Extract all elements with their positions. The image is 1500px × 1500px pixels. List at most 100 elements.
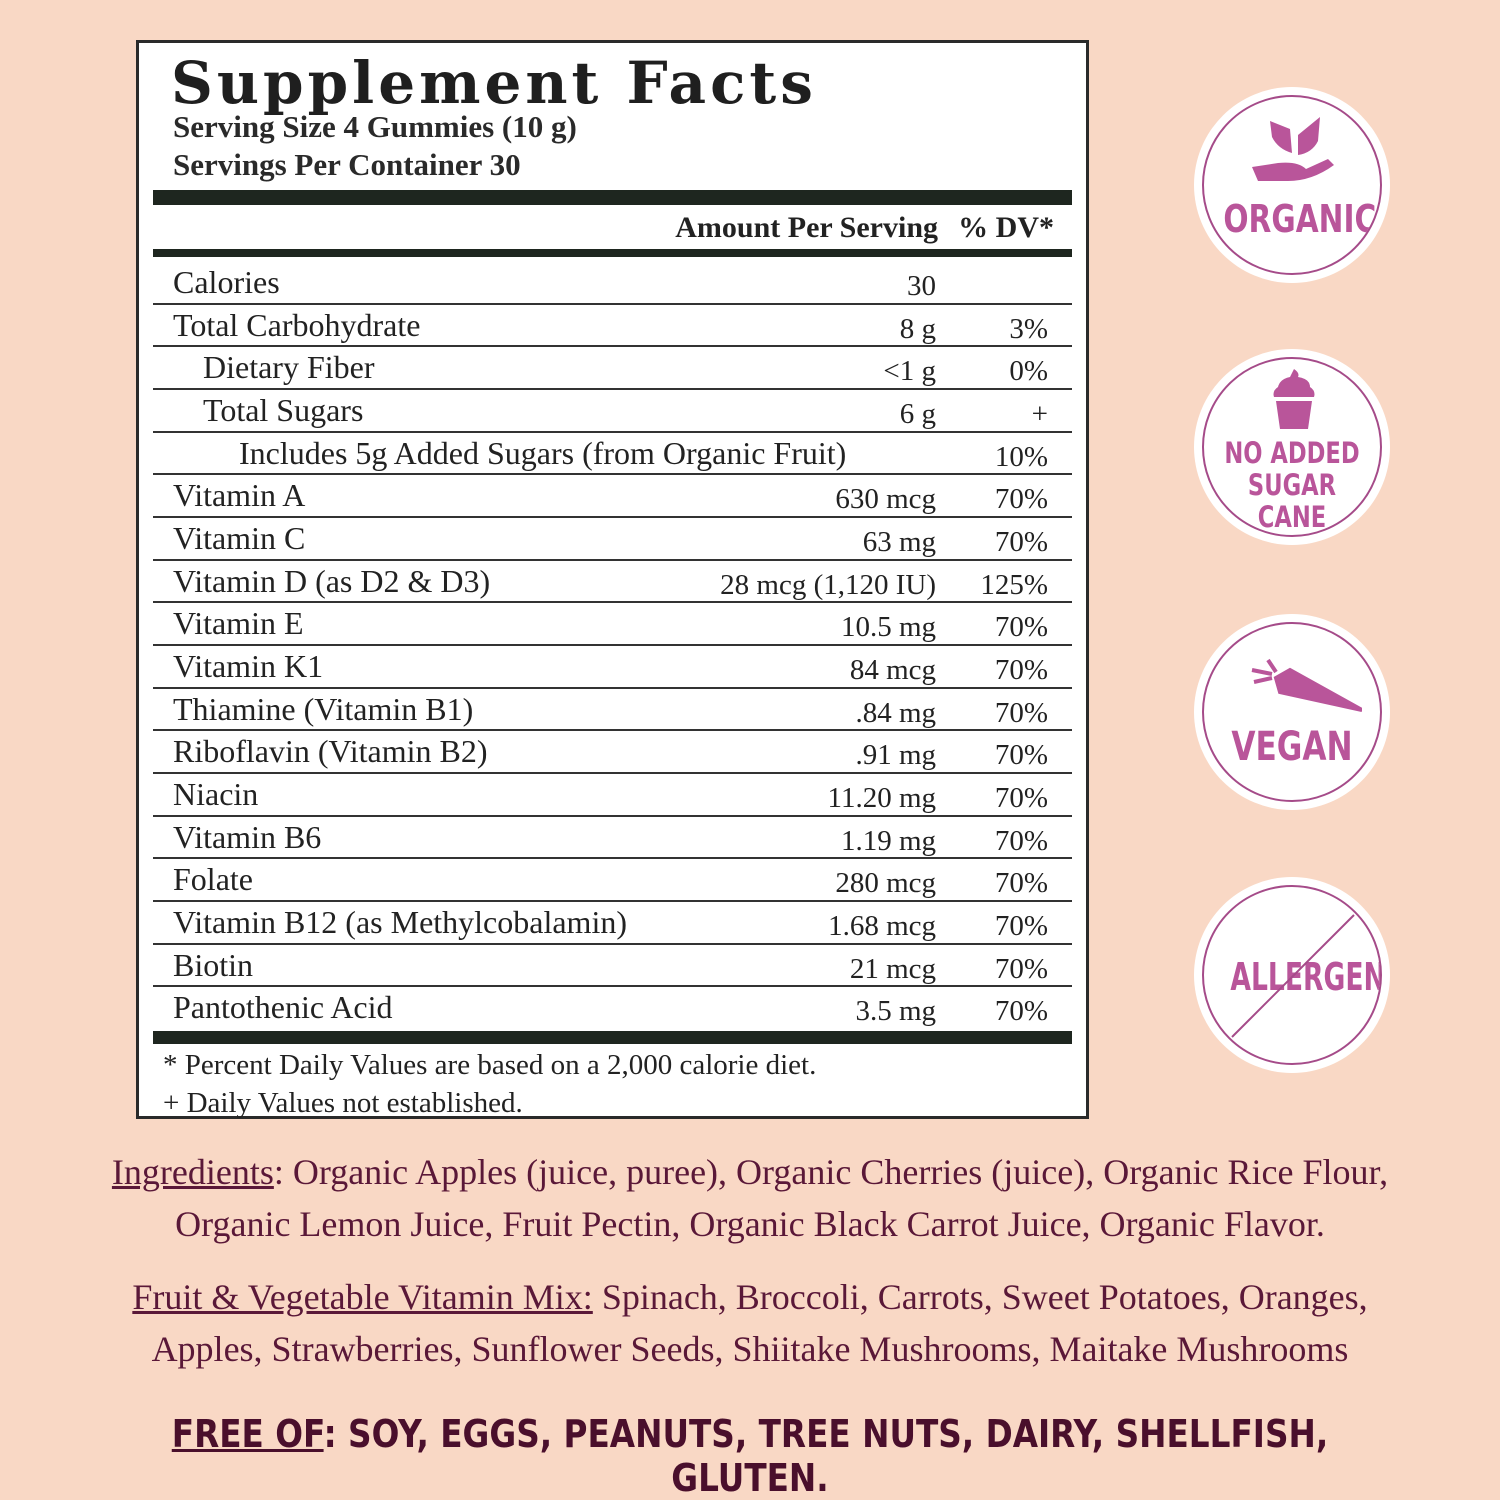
nutrient-name: Vitamin K1 — [173, 648, 324, 685]
badge-label-1: NO ADDED — [1224, 436, 1360, 470]
serving-size: Serving Size 4 Gummies (10 g) — [173, 109, 577, 144]
nutrient-amount: 3.5 mg — [855, 995, 936, 1028]
nutrient-dv: 0% — [1009, 355, 1048, 388]
free-of-label: FREE OF — [171, 1412, 324, 1456]
vitamin-mix-label: Fruit & Vegetable Vitamin Mix: — [132, 1277, 593, 1317]
nutrient-name: Folate — [173, 861, 253, 898]
nutrient-amount: 21 mcg — [849, 952, 936, 985]
nutrient-dv: 70% — [994, 824, 1048, 857]
nutrient-row: Pantothenic Acid 3.5 mg 70% — [153, 987, 1072, 1030]
nutrient-amount: 28 mcg (1,120 IU) — [720, 568, 936, 601]
footnote-dv: * Percent Daily Values are based on a 2,… — [163, 1049, 817, 1081]
nutrient-amount: .84 mg — [855, 696, 936, 729]
nutrient-dv: 70% — [994, 654, 1048, 687]
nutrient-dv: 70% — [994, 739, 1048, 772]
nutrient-name: Pantothenic Acid — [173, 989, 393, 1026]
servings-per-container: Servings Per Container 30 — [173, 147, 521, 182]
nutrient-name: Vitamin B6 — [173, 818, 322, 855]
vitamin-mix-text-2: Apples, Strawberries, Sunflower Seeds, S… — [151, 1329, 1349, 1369]
vitamin-mix-text-1: Spinach, Broccoli, Carrots, Sweet Potato… — [592, 1277, 1368, 1317]
header-divider — [153, 249, 1072, 257]
thick-divider — [153, 190, 1072, 205]
nutrient-amount: 1.68 mcg — [828, 910, 936, 943]
ingredients: Ingredients: Organic Apples (juice, pure… — [0, 1146, 1500, 1250]
nutrient-name: Total Sugars — [203, 392, 364, 428]
nutrient-row: Vitamin E 10.5 mg 70% — [153, 603, 1072, 647]
nutrient-row: Dietary Fiber <1 g 0% — [153, 347, 1072, 390]
ingredients-text-1: : Organic Apples (juice, puree), Organic… — [273, 1152, 1389, 1192]
nutrient-name: Vitamin D (as D2 & D3) — [173, 562, 491, 599]
nutrient-dv: 70% — [994, 867, 1048, 900]
nutrient-dv: 70% — [994, 696, 1048, 729]
nutrient-name: Vitamin B12 (as Methylcobalamin) — [173, 904, 627, 941]
ingredients-label: Ingredients — [111, 1152, 274, 1192]
nutrient-row: Biotin 21 mcg 70% — [153, 945, 1072, 988]
nutrient-row: Vitamin B6 1.19 mg 70% — [153, 817, 1072, 860]
strike-through-icon — [1231, 914, 1355, 1038]
badge-allergens: ALLERGENS — [1194, 877, 1390, 1073]
nutrient-row: Calories 30 — [153, 262, 1072, 305]
nutrient-row: Vitamin K1 84 mcg 70% — [153, 646, 1072, 689]
nutrient-name: Niacin — [173, 776, 259, 813]
vitamin-mix: Fruit & Vegetable Vitamin Mix: Spinach, … — [0, 1271, 1500, 1375]
nutrient-row: Vitamin D (as D2 & D3) 28 mcg (1,120 IU) 1… — [153, 561, 1072, 604]
nutrient-dv: 10% — [994, 440, 1048, 473]
nutrient-name: Calories — [173, 264, 280, 300]
nutrient-amount: 6 g — [899, 398, 936, 430]
footnote-not-established: + Daily Values not established. — [163, 1087, 523, 1119]
nutrient-row: Vitamin A 630 mcg 70% — [153, 475, 1072, 518]
nutrient-name: Dietary Fiber — [203, 349, 375, 386]
nutrient-name: Riboflavin (Vitamin B2) — [173, 733, 488, 770]
badge-label: VEGAN — [1231, 724, 1353, 770]
nutrient-amount: 630 mcg — [835, 483, 936, 516]
nutrient-name: Thiamine (Vitamin B1) — [173, 690, 474, 727]
nutrient-amount: 84 mcg — [849, 654, 936, 687]
badge-vegan: VEGAN — [1194, 614, 1390, 810]
nutrient-dv: 70% — [994, 995, 1048, 1028]
nutrient-dv: 3% — [1009, 312, 1048, 345]
nutrient-dv: 70% — [994, 526, 1048, 559]
nutrient-dv: 70% — [994, 782, 1048, 815]
cupcake-icon — [1273, 369, 1315, 429]
supplement-facts-panel: Supplement Facts Serving Size 4 Gummies … — [136, 40, 1089, 1119]
amount-header: Amount Per Serving — [675, 211, 938, 244]
nutrient-row: Vitamin C 63 mg 70% — [153, 518, 1072, 561]
dv-header: % DV* — [958, 211, 1054, 244]
badge-label: ORGANIC — [1223, 197, 1377, 241]
nutrient-name: Vitamin C — [173, 520, 306, 557]
nutrient-amount: 1.19 mg — [840, 824, 936, 857]
nutrient-row: Vitamin B12 (as Methylcobalamin) 1.68 mcg… — [153, 902, 1072, 945]
nutrient-name: Biotin — [173, 946, 254, 983]
nutrient-amount: 280 mcg — [835, 867, 936, 900]
free-of: FREE OF: SOY, EGGS, PEANUTS, TREE NUTS, … — [105, 1412, 1395, 1500]
badge-no-added-sugar-cane: NO ADDED SUGAR CANE — [1194, 349, 1390, 545]
badge-organic: ORGANIC — [1194, 87, 1390, 283]
nutrient-amount: 8 g — [899, 312, 936, 345]
nutrient-amount: 30 — [907, 270, 936, 302]
hand-leaves-icon — [1252, 117, 1334, 181]
nutrient-name: Vitamin E — [173, 605, 304, 642]
nutrient-amount: .91 mg — [855, 739, 936, 772]
nutrient-dv: + — [1031, 398, 1048, 430]
nutrient-row: Thiamine (Vitamin B1) .84 mg 70% — [153, 689, 1072, 732]
ingredients-text-2: Organic Lemon Juice, Fruit Pectin, Organ… — [175, 1204, 1325, 1244]
nutrient-amount: <1 g — [883, 355, 936, 388]
nutrient-amount: 11.20 mg — [827, 782, 936, 815]
nutrient-row: Total Sugars 6 g + — [153, 390, 1072, 433]
nutrient-row: Folate 280 mcg 70% — [153, 859, 1072, 903]
free-of-text: : SOY, EGGS, PEANUTS, TREE NUTS, DAIRY, … — [323, 1412, 1329, 1500]
nutrient-row: Riboflavin (Vitamin B2) .91 mg 70% — [153, 731, 1072, 775]
nutrient-dv: 70% — [994, 952, 1048, 985]
nutrient-row: Includes 5g Added Sugars (from Organic F… — [153, 433, 1072, 476]
nutrient-dv: 70% — [994, 611, 1048, 644]
nutrient-name: Vitamin A — [173, 477, 306, 514]
nutrient-dv: 125% — [980, 568, 1048, 601]
facts-title: Supplement Facts — [171, 49, 817, 117]
nutrient-dv: 70% — [994, 910, 1048, 943]
nutrient-amount: 63 mg — [862, 526, 936, 559]
badge-label-2: SUGAR CANE — [1247, 468, 1337, 534]
carrot-icon — [1251, 658, 1362, 712]
nutrient-name: Total Carbohydrate — [173, 306, 421, 343]
nutrient-row: Niacin 11.20 mg 70% — [153, 774, 1072, 817]
nutrient-row: Total Carbohydrate 8 g 3% — [153, 305, 1072, 348]
